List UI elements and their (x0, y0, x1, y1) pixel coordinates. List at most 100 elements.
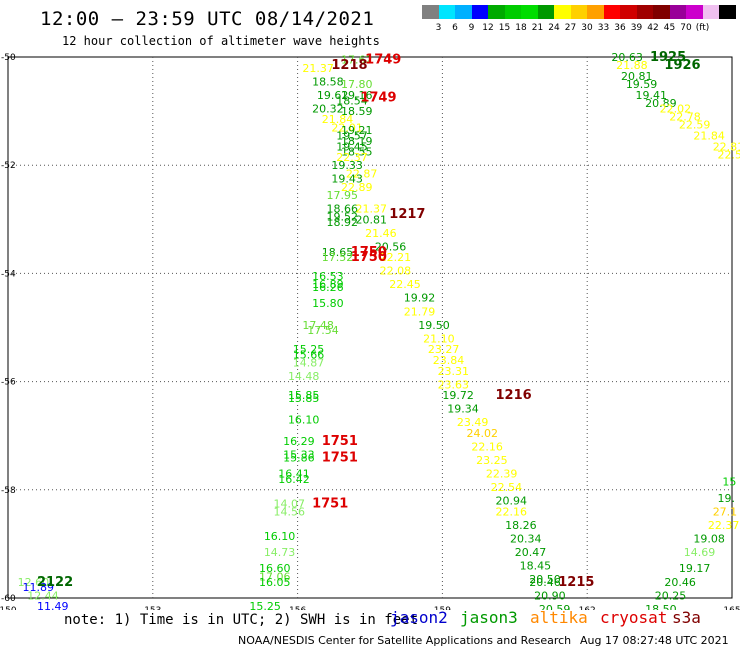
scale-swatch (438, 5, 456, 19)
wave-height-value: 23.31 (438, 365, 470, 378)
wave-height-value: 15.85 (288, 392, 320, 405)
pass-time-label: 1926 (664, 58, 700, 73)
lon-tick-label: 153 (144, 606, 161, 610)
lon-tick-label: 156 (289, 606, 306, 610)
satellite-cryosat: cryosat (600, 608, 668, 627)
wave-height-value: 19.33 (331, 159, 363, 172)
scale-label: 39 (630, 23, 643, 33)
scale-label: 12 (482, 23, 494, 33)
satellite-jason2: jason2 (390, 608, 448, 627)
wave-height-value: 19.72 (442, 389, 474, 402)
wave-height-value: 23.63 (438, 378, 470, 391)
wave-height-value: 21.84 (693, 129, 725, 142)
wave-height-value: 20.63 (611, 51, 643, 64)
satellite-s3a: s3a (672, 608, 701, 627)
wave-height-value: 20.25 (655, 589, 687, 602)
map-plot: 150 153 156 159 162 165 -50 -52 -54 -56 -58 -60 17.… (0, 50, 740, 610)
wave-height-value: 20.90 (534, 589, 566, 602)
scale-swatch (521, 5, 538, 19)
wave-height-value: 20.46 (664, 576, 696, 589)
scale-label: 15 (498, 23, 511, 33)
wave-height-value: 19.41 (635, 89, 667, 102)
wave-height-value: 19.16 (341, 89, 373, 102)
wave-height-value: 17.48 (302, 319, 334, 332)
scale-swatch (636, 5, 654, 19)
pass-time-label: 1216 (495, 388, 531, 403)
pass-time-label: 1215 (558, 575, 594, 590)
wave-height-value: 21.46 (365, 227, 397, 240)
wave-height-value: 22.16 (471, 441, 503, 454)
wave-height-value: 15 (722, 476, 736, 489)
lat-tick-label: -56 (1, 378, 16, 388)
wave-height-value: 21.79 (404, 305, 436, 318)
wave-height-value: 17.54 (307, 324, 339, 337)
map-subtitle: 12 hour collection of altimeter wave hei… (62, 34, 380, 48)
lon-tick-label: 150 (0, 606, 17, 610)
pass-time-label: 1749 (360, 91, 396, 106)
lat-lon-grid (7, 56, 733, 599)
scale-swatch (554, 5, 571, 19)
scale-label: 18 (515, 23, 527, 33)
wave-height-value: 20.34 (510, 532, 542, 545)
wave-height-value: 22.78 (669, 111, 701, 124)
wave-height-value: 16.42 (278, 473, 310, 486)
pass-time-label: 1751 (312, 496, 348, 511)
scale-swatch (537, 5, 555, 19)
wave-height-value: 17.80 (341, 78, 373, 91)
wave-height-value: 20.89 (645, 97, 677, 110)
wave-height-value: 18.55 (341, 146, 373, 159)
wave-height-value: 22.59 (679, 119, 711, 132)
lat-tick-label: -58 (1, 486, 16, 496)
wave-height-value: 19.92 (404, 292, 436, 305)
wave-height-value: 20.81 (356, 213, 388, 226)
wave-height-value: 15.80 (312, 297, 344, 310)
scale-swatch (488, 5, 505, 19)
pass-time-label: 1749 (365, 53, 401, 68)
wave-height-value: 22.39 (486, 468, 517, 481)
wave-height-value: 18.58 (312, 75, 344, 88)
wave-height-value: 22.87 (346, 167, 378, 180)
wave-height-value: 19.34 (447, 403, 479, 416)
wave-height-value: 18.66 (327, 202, 359, 215)
scale-swatch (455, 5, 472, 19)
wave-height-value: 21.10 (423, 332, 455, 345)
lat-tick-label: -60 (1, 594, 16, 604)
footer-timestamp: Aug 17 08:27:48 UTC 2021 (580, 634, 729, 647)
lat-tick-label: -52 (1, 161, 16, 171)
wave-height-value: 14.56 (273, 505, 305, 518)
wave-height-value: 19.43 (331, 173, 363, 186)
wave-height-value: 14.87 (293, 357, 325, 370)
wave-height-value: 11.49 (37, 600, 69, 610)
lon-tick-label: 162 (579, 606, 596, 610)
wave-height-value: 18.65 (322, 246, 354, 259)
scale-swatch (686, 5, 703, 19)
wave-height-value: 18.54 (336, 94, 368, 107)
wave-height-value: 23.25 (476, 454, 508, 467)
wave-height-value: 16.53 (312, 270, 344, 283)
scale-swatch (702, 5, 720, 19)
wave-height-value: 19. (718, 492, 736, 505)
wave-height-value: 12.60 (18, 576, 50, 589)
wave-height-value: 22.37 (336, 151, 368, 164)
footer-credit: NOAA/NESDIS Center for Satellite Applica… (238, 634, 572, 647)
wave-height-value: 14.73 (264, 546, 296, 559)
wave-height-value: 15.85 (288, 389, 320, 402)
wave-height-value: 18.26 (505, 519, 537, 532)
wave-height-value: 19.52 (327, 211, 359, 224)
wave-height-value: 19.57 (336, 129, 368, 142)
wave-height-value: 21.84 (322, 113, 354, 126)
lon-tick-label: 159 (434, 606, 451, 610)
scale-label: 21 (531, 23, 544, 33)
pass-time-label: 1751 (322, 450, 358, 465)
wave-height-value: 23.84 (433, 354, 465, 367)
pass-time-label: 1218 (331, 58, 367, 73)
wave-height-value: 14.07 (273, 497, 305, 510)
scale-label: 70 (680, 23, 692, 33)
scale-label: 6 (452, 23, 458, 33)
scale-swatch (603, 5, 621, 19)
wave-height-value: 19.21 (341, 124, 373, 137)
wave-height-value: 20.46 (529, 576, 561, 589)
wave-height-value: 22.81 (713, 140, 740, 153)
wave-height-observations: 17.6221.3718.5817.8019.6219.1618.5420.32… (18, 51, 740, 610)
